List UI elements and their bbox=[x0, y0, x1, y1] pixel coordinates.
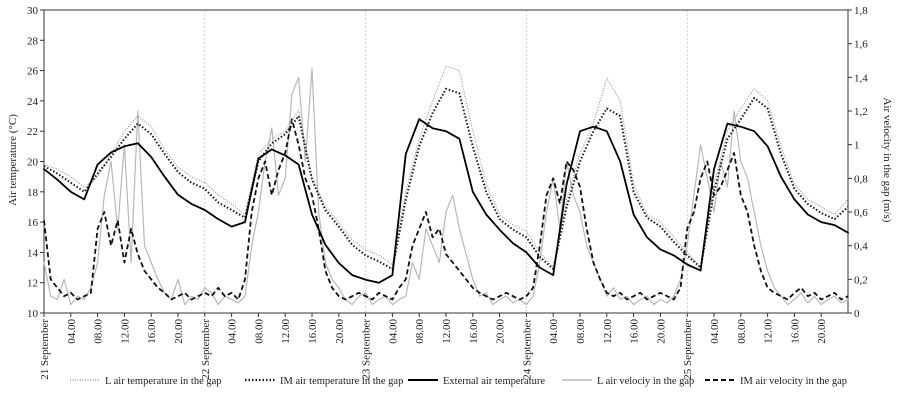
x-tick-label: 20.00 bbox=[495, 319, 507, 344]
legend-label: IM air temperature in the gap bbox=[280, 376, 403, 387]
series-line-external-air-temperature bbox=[43, 118, 849, 284]
x-tick-label: 20.00 bbox=[816, 319, 828, 344]
y-left-tick-label: 14 bbox=[27, 247, 39, 259]
x-tick-label: 08.00 bbox=[736, 319, 748, 344]
y-left-tick-label: 30 bbox=[27, 5, 39, 17]
x-tick-label: 16.00 bbox=[789, 319, 801, 344]
y-right-tick-label: 0,8 bbox=[854, 173, 868, 185]
x-tick-label: 04.00 bbox=[66, 319, 78, 344]
x-tick-label: 12.00 bbox=[441, 319, 453, 344]
series-layer bbox=[43, 65, 849, 306]
y-right-tick-label: 0,2 bbox=[854, 274, 868, 286]
x-tick-label: 04.00 bbox=[548, 319, 560, 344]
x-tick-label: 20.00 bbox=[655, 319, 667, 344]
x-tick-label: 12.00 bbox=[763, 319, 775, 344]
series-line-im-air-temperature-in-the-gap bbox=[43, 87, 849, 271]
y-left-tick-label: 22 bbox=[27, 126, 38, 138]
series-line-l-air-velociy-in-the-gap bbox=[43, 68, 849, 306]
y-left-tick-label: 26 bbox=[27, 66, 39, 78]
axes-layer: 10 12 14 16 18 20 22 24 26 28 30 0 0,2 0,4 0,6 0,8 1 1,2 1… bbox=[27, 5, 868, 380]
y-left-tick-label: 20 bbox=[27, 157, 39, 169]
x-tick-label: 23 September bbox=[361, 319, 373, 380]
x-tick-label: 21 September bbox=[39, 319, 51, 380]
x-tick-label: 16.00 bbox=[629, 319, 641, 344]
y-right-tick-label: 0,4 bbox=[854, 241, 868, 253]
x-tick-label: 08.00 bbox=[253, 319, 265, 344]
x-tick-label: 12.00 bbox=[602, 319, 614, 344]
y-axis-right-title: Air velocity in the gap (m/s) bbox=[881, 98, 893, 223]
legend-label: L air temperature in the gap bbox=[105, 376, 222, 387]
x-tick-label: 25 September bbox=[682, 319, 694, 380]
x-tick-label: 16.00 bbox=[146, 319, 158, 344]
x-tick-label: 04.00 bbox=[709, 319, 721, 344]
y-right-tick-label: 0,6 bbox=[854, 207, 868, 219]
y-right-tick-label: 1 bbox=[854, 140, 860, 152]
plot-area bbox=[43, 9, 849, 314]
y-right-tick-label: 1,8 bbox=[854, 5, 868, 17]
y-left-tick-label: 12 bbox=[27, 278, 38, 290]
x-tick-label: 20.00 bbox=[334, 319, 346, 344]
x-tick-label: 08.00 bbox=[414, 319, 426, 344]
y-right-tick-label: 1,6 bbox=[854, 39, 868, 51]
legend-label: IM air velocity in the gap bbox=[740, 376, 847, 387]
series-line-im-air-velocity-in-the-gap bbox=[43, 118, 849, 301]
legend-label: External air temperature bbox=[443, 376, 545, 387]
y-left-tick-label: 18 bbox=[27, 187, 39, 199]
x-tick-label: 12.00 bbox=[119, 319, 131, 344]
y-left-tick-label: 28 bbox=[27, 35, 39, 47]
x-tick-label: 16.00 bbox=[468, 319, 480, 344]
y-right-tick-label: 1,4 bbox=[854, 72, 868, 84]
x-tick-label: 04.00 bbox=[227, 319, 239, 344]
x-tick-label: 16.00 bbox=[307, 319, 319, 344]
x-tick-label: 24 September bbox=[521, 319, 533, 380]
x-tick-label: 22 September bbox=[200, 319, 212, 380]
grid bbox=[204, 10, 688, 313]
legend-label: L air velociy in the gap bbox=[597, 376, 694, 387]
y-left-tick-label: 24 bbox=[27, 96, 39, 108]
y-axis-left-title: Air temperature (°C) bbox=[7, 114, 19, 206]
y-right-tick-label: 0 bbox=[854, 308, 860, 320]
x-tick-label: 08.00 bbox=[575, 319, 587, 344]
y-right-tick-label: 1,2 bbox=[854, 106, 868, 118]
series-line-l-air-temperature-in-the-gap bbox=[43, 65, 849, 269]
legend: L air temperature in the gap IM air tempe… bbox=[70, 376, 847, 387]
y-left-tick-label: 16 bbox=[27, 217, 39, 229]
x-tick-label: 20.00 bbox=[173, 319, 185, 344]
x-tick-label: 04.00 bbox=[387, 319, 399, 344]
x-tick-label: 12.00 bbox=[280, 319, 292, 344]
x-tick-label: 08.00 bbox=[93, 319, 105, 344]
y-left-tick-label: 10 bbox=[27, 308, 39, 320]
